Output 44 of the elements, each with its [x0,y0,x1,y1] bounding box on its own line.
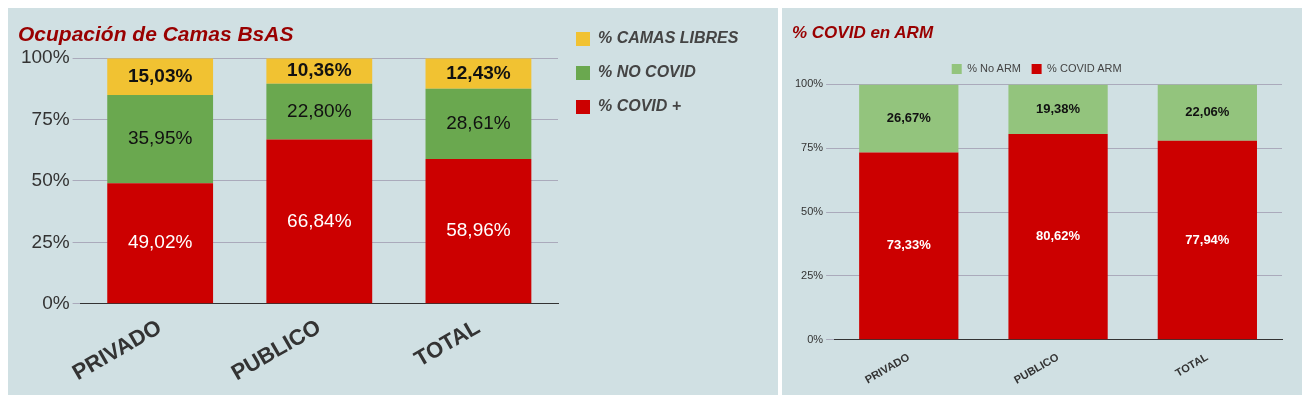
legend-label: % COVID ARM [1047,61,1122,74]
y-tick-label: 0% [42,291,70,313]
y-tick-label: 75% [31,107,70,129]
data-label: 28,61% [446,112,511,134]
chart-title: % COVID en ARM [792,22,934,42]
data-label: 58,96% [446,219,511,241]
data-label: 66,84% [287,209,352,231]
data-label: 19,38% [1036,100,1081,116]
bar [859,152,959,340]
y-tick-label: 25% [801,269,824,281]
data-label: 80,62% [1036,228,1081,244]
data-label: 10,36% [287,59,352,81]
bar [107,183,214,304]
bar [266,83,373,140]
bar [859,84,959,153]
data-label: 12,43% [446,61,511,83]
legend-label: % COVID + [598,97,682,115]
y-tick-label: 100% [20,46,70,68]
bar [1008,133,1108,340]
y-tick-label: 50% [801,205,824,218]
y-tick-label: 100% [794,77,824,90]
data-label: 35,95% [127,127,193,149]
bar [425,88,532,159]
bar [425,158,532,304]
legend-label: % CAMAS LIBRES [598,29,739,47]
bar [266,139,373,304]
y-tick-label: 75% [801,141,824,154]
legend-label: % No ARM [967,61,1022,74]
y-tick-label: 50% [31,169,70,191]
data-label: 49,02% [127,231,193,253]
data-label: 22,80% [287,99,352,121]
legend-label: % NO COVID [598,63,697,81]
data-label: 26,67% [886,110,932,126]
chart-title: Ocupación de Camas BsAS [18,22,294,46]
bar [1157,140,1257,340]
data-label: 77,94% [1185,231,1230,247]
y-tick-label: 25% [31,230,70,252]
bar [1008,84,1108,134]
data-label: 22,06% [1185,104,1230,120]
y-tick-label: 0% [807,332,824,345]
bar [1157,84,1257,141]
data-label: 15,03% [127,64,193,86]
data-label: 73,33% [886,237,932,253]
bar [107,95,214,184]
